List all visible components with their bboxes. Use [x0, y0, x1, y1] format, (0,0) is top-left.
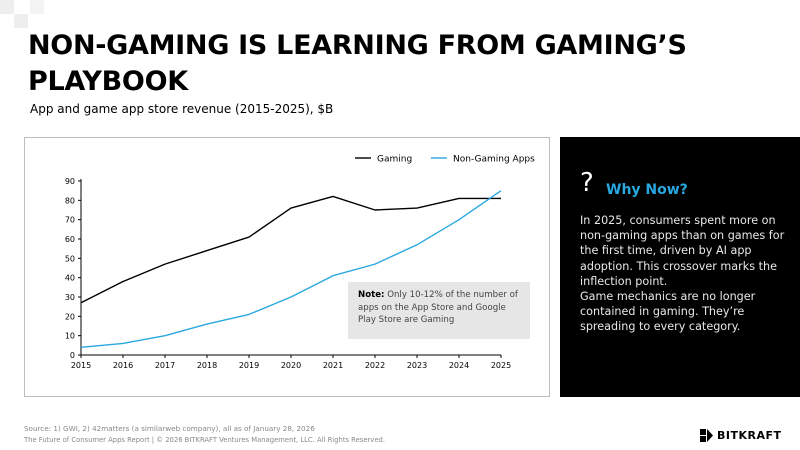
corner-logo-mark: [0, 0, 44, 28]
x-tick-label: 2019: [239, 361, 259, 370]
legend-label: Non-Gaming Apps: [453, 155, 535, 165]
chart-card: 0 10 20 30 40 50 60 70 80 90 2015 2016 2017 2018 2019 2…: [24, 137, 550, 397]
why-now-paragraph: Game mechanics are no longer contained i…: [580, 290, 756, 334]
x-tick-label: 2021: [323, 361, 343, 370]
chart-subtitle: App and game app store revenue (2015-202…: [30, 102, 334, 116]
x-tick-label: 2020: [281, 361, 301, 370]
x-tick-label: 2025: [491, 361, 511, 370]
footer-copyright: The Future of Consumer Apps Report | © 2…: [24, 436, 385, 444]
y-tick-label: 70: [65, 216, 75, 225]
note-text: Only 10-12% of the number of apps on the…: [358, 290, 518, 325]
x-tick-label: 2022: [365, 361, 385, 370]
y-tick-label: 20: [65, 312, 75, 321]
x-tick-label: 2015: [71, 361, 91, 370]
y-tick-label: 80: [65, 196, 75, 205]
why-now-title: Why Now?: [606, 182, 688, 198]
note-label: Note:: [358, 290, 385, 300]
bitkraft-icon: [700, 428, 713, 442]
x-tick-label: 2024: [449, 361, 469, 370]
y-tick-label: 60: [65, 235, 75, 244]
y-tick-label: 90: [65, 177, 75, 186]
x-tick-label: 2016: [113, 361, 133, 370]
footer-source: Source: 1) GWI, 2) 42matters (a similarw…: [24, 424, 315, 433]
brand-name: BITKRAFT: [717, 428, 782, 442]
why-now-panel: ? Why Now? In 2025, consumers spent more…: [560, 137, 800, 397]
why-now-body: In 2025, consumers spent more on non-gam…: [580, 213, 790, 335]
x-tick-label: 2018: [197, 361, 217, 370]
question-icon: ?: [580, 168, 594, 198]
y-tick-label: 10: [65, 332, 75, 341]
page-title: NON-GAMING IS LEARNING FROM GAMING’S PLA…: [28, 30, 687, 97]
why-now-paragraph: In 2025, consumers spent more on non-gam…: [580, 214, 785, 288]
series-line-non-gaming: [80, 190, 502, 348]
brand-logo: BITKRAFT: [700, 428, 782, 442]
line-chart: 0 10 20 30 40 50 60 70 80 90 2015 2016 2017 2018 2019 2…: [65, 155, 535, 371]
y-tick-label: 0: [70, 351, 75, 360]
x-tick-label: 2017: [155, 361, 175, 370]
y-tick-label: 30: [65, 293, 75, 302]
legend-label: Gaming: [377, 155, 412, 165]
series-line-gaming: [80, 195, 501, 304]
y-tick-label: 50: [65, 254, 75, 263]
y-tick-label: 40: [65, 274, 75, 283]
note-box: Note: Only 10-12% of the number of apps …: [348, 282, 530, 339]
x-tick-label: 2023: [407, 361, 427, 370]
